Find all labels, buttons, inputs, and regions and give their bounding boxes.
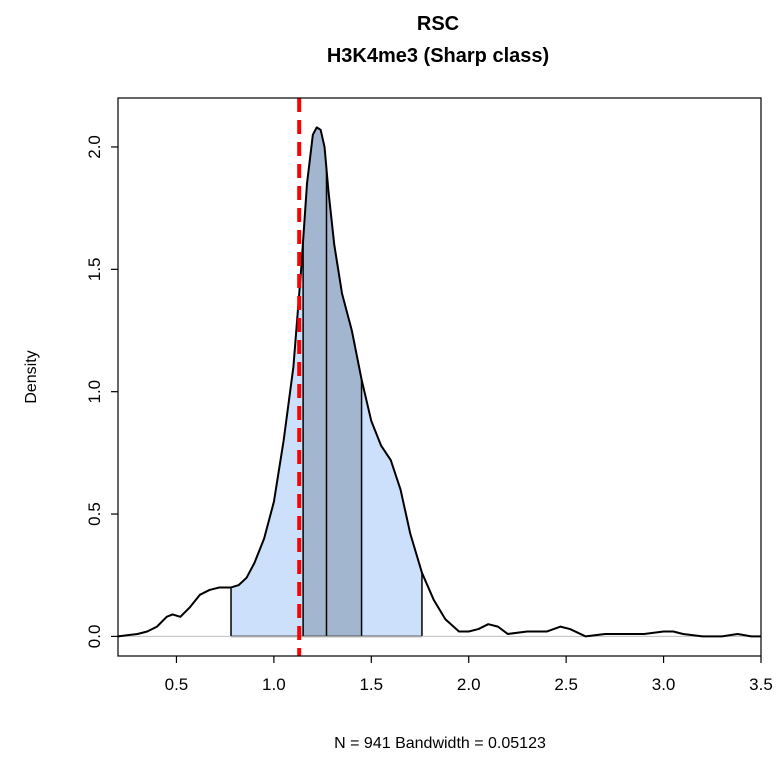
x-tick-label: 1.5 [359, 675, 383, 694]
x-axis-label: N = 941 Bandwidth = 0.05123 [334, 735, 546, 752]
y-tick-label: 0.5 [85, 502, 104, 526]
inner-shade-region [303, 127, 362, 637]
density-curve [117, 126, 761, 638]
y-tick-label: 2.0 [85, 135, 104, 159]
y-tick-label: 1.0 [85, 380, 104, 404]
x-axis: 0.5 1.0 1.5 2.0 2.5 3.0 3.5 [165, 656, 773, 694]
chart-title: RSC [417, 13, 459, 35]
x-tick-label: 3.5 [749, 675, 773, 694]
x-tick-label: 3.0 [652, 675, 676, 694]
plot-area [117, 97, 762, 657]
quantile-lines [302, 168, 363, 637]
x-tick-label: 2.5 [554, 675, 578, 694]
x-tick-label: 0.5 [165, 675, 189, 694]
y-axis-label: Density [23, 350, 40, 403]
x-tick-label: 2.0 [457, 675, 481, 694]
y-axis: 0.0 0.5 1.0 1.5 2.0 [85, 135, 118, 648]
chart-subtitle: H3K4me3 (Sharp class) [327, 45, 549, 67]
x-tick-label: 1.0 [262, 675, 286, 694]
y-tick-label: 1.5 [85, 257, 104, 281]
y-tick-label: 0.0 [85, 625, 104, 649]
plot-frame [117, 97, 762, 657]
